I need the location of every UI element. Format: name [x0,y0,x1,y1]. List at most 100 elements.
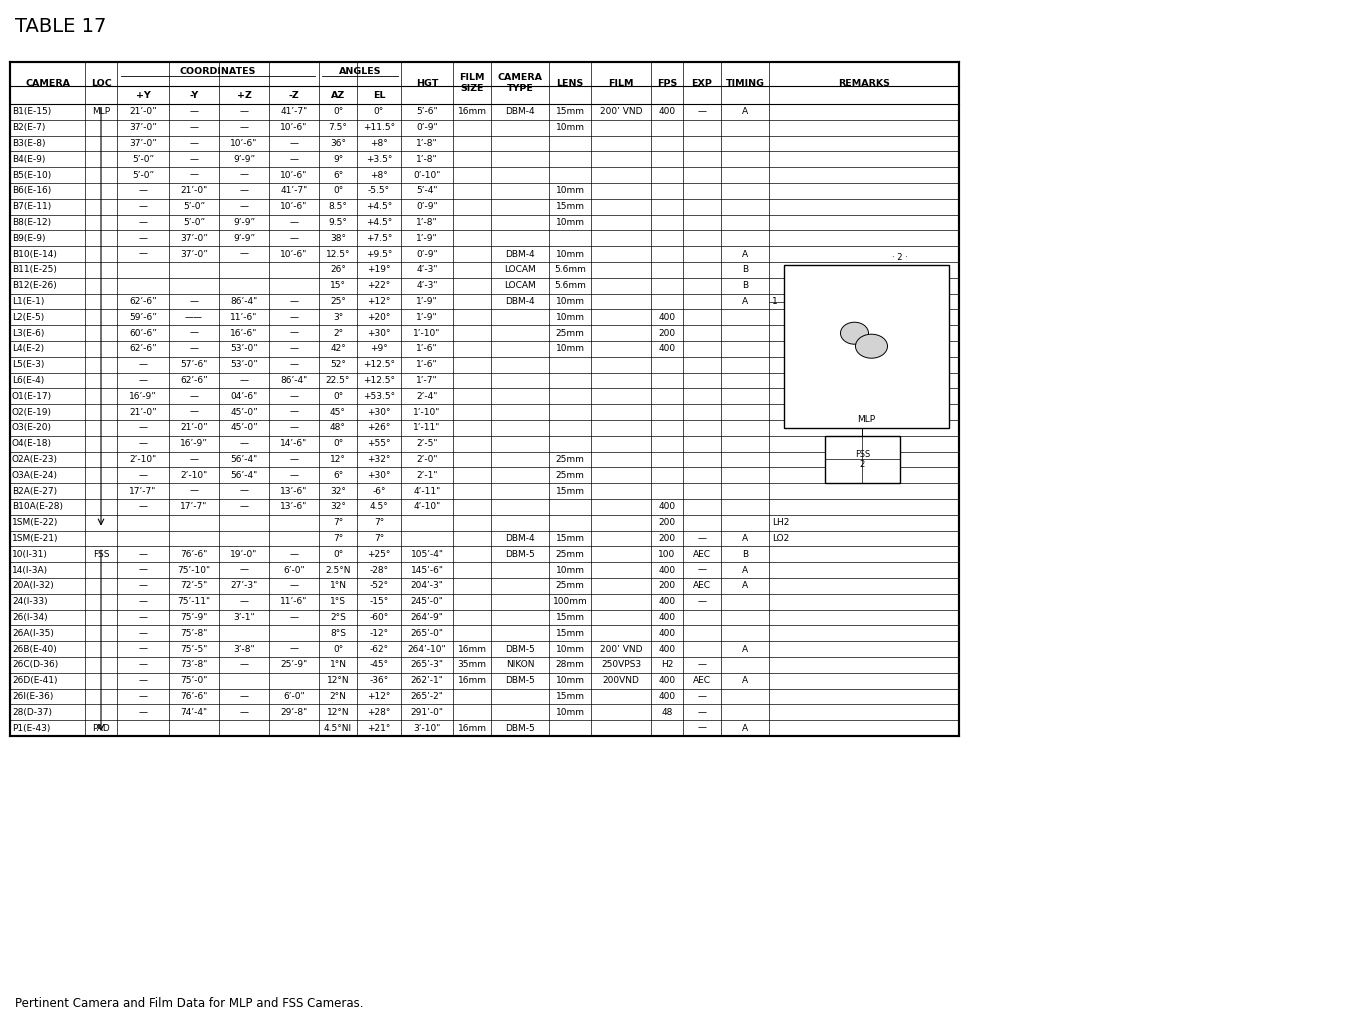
Text: CAMERA
TYPE: CAMERA TYPE [498,74,543,93]
Text: 8°S: 8°S [330,629,346,638]
Text: 10’-6": 10’-6" [281,249,308,259]
Text: 8.5°: 8.5° [328,202,347,212]
Bar [9,62,959,736]
Text: · 2 ·: · 2 · [892,252,908,262]
Text: —: — [138,708,148,716]
Text: 1°N: 1°N [330,582,346,591]
Text: 28(D-37): 28(D-37) [12,708,52,716]
Text: +12°: +12° [368,297,391,306]
Text: 265’-2": 265’-2" [411,692,444,701]
Text: A: A [742,582,748,591]
Text: -52°: -52° [369,582,388,591]
Text: 04’-6": 04’-6" [231,391,258,401]
Text: 16’-6": 16’-6" [231,329,258,337]
Ellipse shape [855,334,887,358]
Text: FSS: FSS [92,550,110,559]
Text: 14’-6": 14’-6" [281,439,308,449]
Text: —: — [138,234,148,243]
Text: 400: 400 [658,313,676,322]
Text: —: — [289,344,299,354]
Text: A: A [742,724,748,733]
Text: 26(I-34): 26(I-34) [12,613,47,622]
Text: 262’-1": 262’-1" [411,677,444,685]
Text: —: — [138,692,148,701]
Text: L1(E-1): L1(E-1) [12,297,45,306]
Text: —: — [190,139,198,148]
Text: +4.5°: +4.5° [366,218,392,227]
Text: 12.5°: 12.5° [326,249,350,259]
Text: 3’-10": 3’-10" [414,724,441,733]
Text: 20A(I-32): 20A(I-32) [12,582,54,591]
Text: FPS: FPS [657,79,677,88]
Text: B4(E-9): B4(E-9) [12,154,45,164]
Text: L2(E-5): L2(E-5) [12,313,45,322]
Text: O2A(E-23): O2A(E-23) [12,455,58,464]
Text: 57’-6": 57’-6" [180,360,208,369]
Text: 76’-6": 76’-6" [180,550,208,559]
Text: 4’-10": 4’-10" [414,503,441,511]
Text: 200: 200 [658,582,676,591]
Text: 10mm: 10mm [555,249,585,259]
Text: 3’-1": 3’-1" [233,613,255,622]
Text: +22°: +22° [368,281,391,290]
Text: —: — [138,645,148,654]
Text: 16mm: 16mm [457,107,487,117]
Text: 100: 100 [658,550,676,559]
Text: 48: 48 [661,708,673,716]
Text: A: A [742,645,748,654]
Text: 86’-4": 86’-4" [231,297,258,306]
Text: 2’-4": 2’-4" [417,391,438,401]
Text: —: — [239,439,248,449]
Text: AEC: AEC [693,677,711,685]
Text: O3(E-20): O3(E-20) [12,423,52,432]
Text: AEC: AEC [693,550,711,559]
Text: 75’-9": 75’-9" [180,613,208,622]
Text: 5.6mm: 5.6mm [554,281,586,290]
Text: B12(E-26): B12(E-26) [12,281,57,290]
Text: PAD: PAD [92,724,110,733]
Text: +4.5°: +4.5° [366,202,392,212]
Text: 25mm: 25mm [555,329,585,337]
Text: MLP: MLP [858,415,875,424]
Text: —: — [697,692,707,701]
Text: —: — [138,660,148,669]
Text: 37’-0”: 37’-0” [180,234,208,243]
Text: TIMING: TIMING [726,79,764,88]
Text: B10(E-14): B10(E-14) [12,249,57,259]
Text: 200’ VND: 200’ VND [600,645,642,654]
Text: —: — [697,660,707,669]
Text: DBM-5: DBM-5 [505,724,535,733]
Text: CAMERA: CAMERA [24,79,71,88]
Text: +25°: +25° [368,550,391,559]
Text: 0°: 0° [332,391,343,401]
Text: 16mm: 16mm [457,645,487,654]
Text: +26°: +26° [368,423,391,432]
Text: 5’-0”: 5’-0” [183,202,205,212]
Text: 1’-9": 1’-9" [417,297,438,306]
Text: 62’-6”: 62’-6” [180,376,208,385]
Text: 200’ VND: 200’ VND [600,107,642,117]
Text: B10A(E-28): B10A(E-28) [12,503,62,511]
Text: 0°: 0° [332,645,343,654]
Text: 10’-6": 10’-6" [281,171,308,180]
Text: 100mm: 100mm [552,597,588,606]
Text: 12°N: 12°N [327,677,349,685]
Text: —: — [138,471,148,479]
Text: 15mm: 15mm [555,613,585,622]
Text: 1’-6": 1’-6" [417,344,438,354]
Text: 204’-3": 204’-3" [411,582,444,591]
Text: 10mm: 10mm [555,124,585,132]
Text: 9°: 9° [332,154,343,164]
Text: —: — [138,629,148,638]
Text: TABLE 17: TABLE 17 [15,17,106,36]
Text: 0’-9": 0’-9" [417,124,438,132]
Text: 1’-11": 1’-11" [414,423,441,432]
Text: 16’-9”: 16’-9” [180,439,208,449]
Text: -28°: -28° [369,565,388,574]
Text: 200: 200 [658,518,676,527]
Text: 7°: 7° [375,535,384,543]
Text: 37’-0”: 37’-0” [129,124,157,132]
Text: +30°: +30° [368,329,391,337]
Text: —: — [697,535,707,543]
Text: 25mm: 25mm [555,455,585,464]
